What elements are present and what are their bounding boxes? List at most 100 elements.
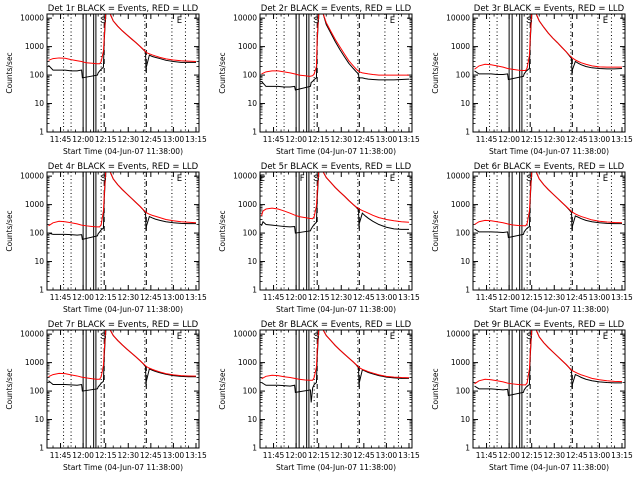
time-marker-label: F — [300, 174, 305, 184]
y-tick-label: 1000 — [451, 200, 470, 209]
rate-plot-det-9: Det 9r BLACK = Events, RED = LLD Counts/s… — [431, 320, 633, 472]
y-tick-label: 1 — [252, 128, 257, 137]
y-tick-label: 10 — [34, 99, 44, 108]
x-tick-label: 12:15 — [95, 451, 117, 460]
y-axis-label: Counts/sec — [5, 210, 14, 251]
y-tick-label: 1 — [465, 128, 470, 137]
y-tick-label: 10000 — [446, 172, 470, 181]
x-tick-label: 12:45 — [566, 135, 588, 144]
y-tick-label: 1000 — [25, 200, 44, 209]
y-tick-label: 1 — [252, 444, 257, 453]
rate-plot-det-1: Det 1r BLACK = Events, RED = LLD Counts/s… — [5, 4, 207, 156]
x-tick-label: 13:15 — [185, 451, 207, 460]
x-tick-label: 12:30 — [117, 135, 139, 144]
plot-title: Det 7r BLACK = Events, RED = LLD — [48, 320, 199, 330]
y-tick-label: 10 — [247, 257, 257, 266]
y-tick-label: 1 — [39, 128, 44, 137]
x-tick-label: 12:45 — [566, 293, 588, 302]
time-marker-label: S — [527, 332, 532, 342]
time-marker-label: E — [603, 174, 608, 184]
x-tick-label: 13:15 — [611, 135, 633, 144]
x-tick-label: 12:30 — [117, 451, 139, 460]
plot-frame — [259, 171, 413, 291]
y-axis-label: Counts/sec — [431, 368, 440, 409]
x-tick-label: 12:30 — [330, 293, 352, 302]
y-axis-label: Counts/sec — [5, 52, 14, 93]
y-tick-label: 100 — [243, 229, 258, 238]
y-tick-label: 10000 — [446, 330, 470, 339]
plot-title: Det 5r BLACK = Events, RED = LLD — [261, 162, 412, 172]
x-tick-label: 12:30 — [543, 451, 565, 460]
lld-series-line — [261, 330, 410, 381]
y-tick-label: 10000 — [233, 172, 257, 181]
x-tick-label: 12:00 — [72, 135, 94, 144]
x-tick-label: 12:30 — [543, 135, 565, 144]
x-tick-label: 12:00 — [498, 451, 520, 460]
time-marker-label: E — [260, 174, 265, 184]
time-marker-label: E — [177, 16, 182, 26]
lld-series-line — [48, 330, 197, 380]
time-marker-label: S — [101, 332, 106, 342]
plot-frame — [259, 13, 413, 133]
y-tick-label: 10 — [460, 415, 470, 424]
time-marker-label: E — [177, 174, 182, 184]
y-axis-label: Counts/sec — [218, 210, 227, 251]
x-tick-label: 13:15 — [398, 135, 420, 144]
rate-plot-det-8: Det 8r BLACK = Events, RED = LLD Counts/s… — [218, 320, 420, 472]
lld-series-line — [474, 172, 623, 227]
x-tick-label: 13:15 — [611, 451, 633, 460]
time-marker-label: S — [314, 16, 319, 26]
x-tick-label: 11:45 — [50, 451, 72, 460]
x-tick-label: 13:00 — [376, 293, 398, 302]
plot-frame — [472, 13, 626, 133]
lld-series-line — [474, 14, 622, 71]
plot-frame — [472, 329, 626, 449]
plot-frame — [259, 329, 413, 449]
time-marker-label: S — [527, 16, 532, 26]
x-tick-label: 13:00 — [376, 451, 398, 460]
time-marker-label: E — [603, 16, 608, 26]
y-tick-label: 1000 — [238, 42, 257, 51]
x-tick-label: 12:30 — [117, 293, 139, 302]
time-marker-label: S — [101, 16, 106, 26]
plot-title: Det 3r BLACK = Events, RED = LLD — [474, 4, 625, 14]
x-tick-label: 12:15 — [521, 293, 543, 302]
y-tick-label: 10 — [34, 257, 44, 266]
y-tick-label: 100 — [30, 229, 45, 238]
x-tick-label: 13:00 — [163, 135, 185, 144]
x-tick-label: 12:45 — [353, 293, 375, 302]
plot-frame — [46, 171, 200, 291]
x-tick-label: 13:15 — [398, 451, 420, 460]
x-axis-label: Start Time (04-Jun-07 11:38:00) — [489, 305, 609, 314]
x-tick-label: 11:45 — [476, 135, 498, 144]
y-tick-label: 100 — [456, 71, 471, 80]
y-tick-label: 10000 — [446, 14, 470, 23]
y-tick-label: 1000 — [451, 42, 470, 51]
y-axis-label: Counts/sec — [218, 52, 227, 93]
y-axis-label: Counts/sec — [5, 368, 14, 409]
x-tick-label: 12:30 — [330, 451, 352, 460]
plot-title: Det 1r BLACK = Events, RED = LLD — [48, 4, 199, 14]
y-tick-label: 10000 — [20, 172, 44, 181]
y-tick-label: 10000 — [233, 14, 257, 23]
y-tick-label: 1 — [39, 444, 44, 453]
x-axis-label: Start Time (04-Jun-07 11:38:00) — [276, 463, 396, 472]
x-tick-label: 12:30 — [543, 293, 565, 302]
y-tick-label: 100 — [456, 229, 471, 238]
x-tick-label: 11:45 — [476, 451, 498, 460]
y-axis-label: Counts/sec — [431, 210, 440, 251]
y-tick-label: 1000 — [451, 358, 470, 367]
y-tick-label: 1000 — [238, 200, 257, 209]
x-tick-label: 12:15 — [521, 451, 543, 460]
events-series-line — [261, 14, 410, 91]
x-tick-label: 13:00 — [376, 135, 398, 144]
y-tick-label: 1000 — [238, 358, 257, 367]
x-tick-label: 13:15 — [398, 293, 420, 302]
y-tick-label: 10 — [460, 99, 470, 108]
y-tick-label: 100 — [30, 387, 45, 396]
plot-title: Det 8r BLACK = Events, RED = LLD — [261, 320, 412, 330]
rate-plot-det-6: Det 6r BLACK = Events, RED = LLD Counts/s… — [431, 162, 633, 314]
y-tick-label: 1 — [465, 444, 470, 453]
y-tick-label: 100 — [30, 71, 45, 80]
